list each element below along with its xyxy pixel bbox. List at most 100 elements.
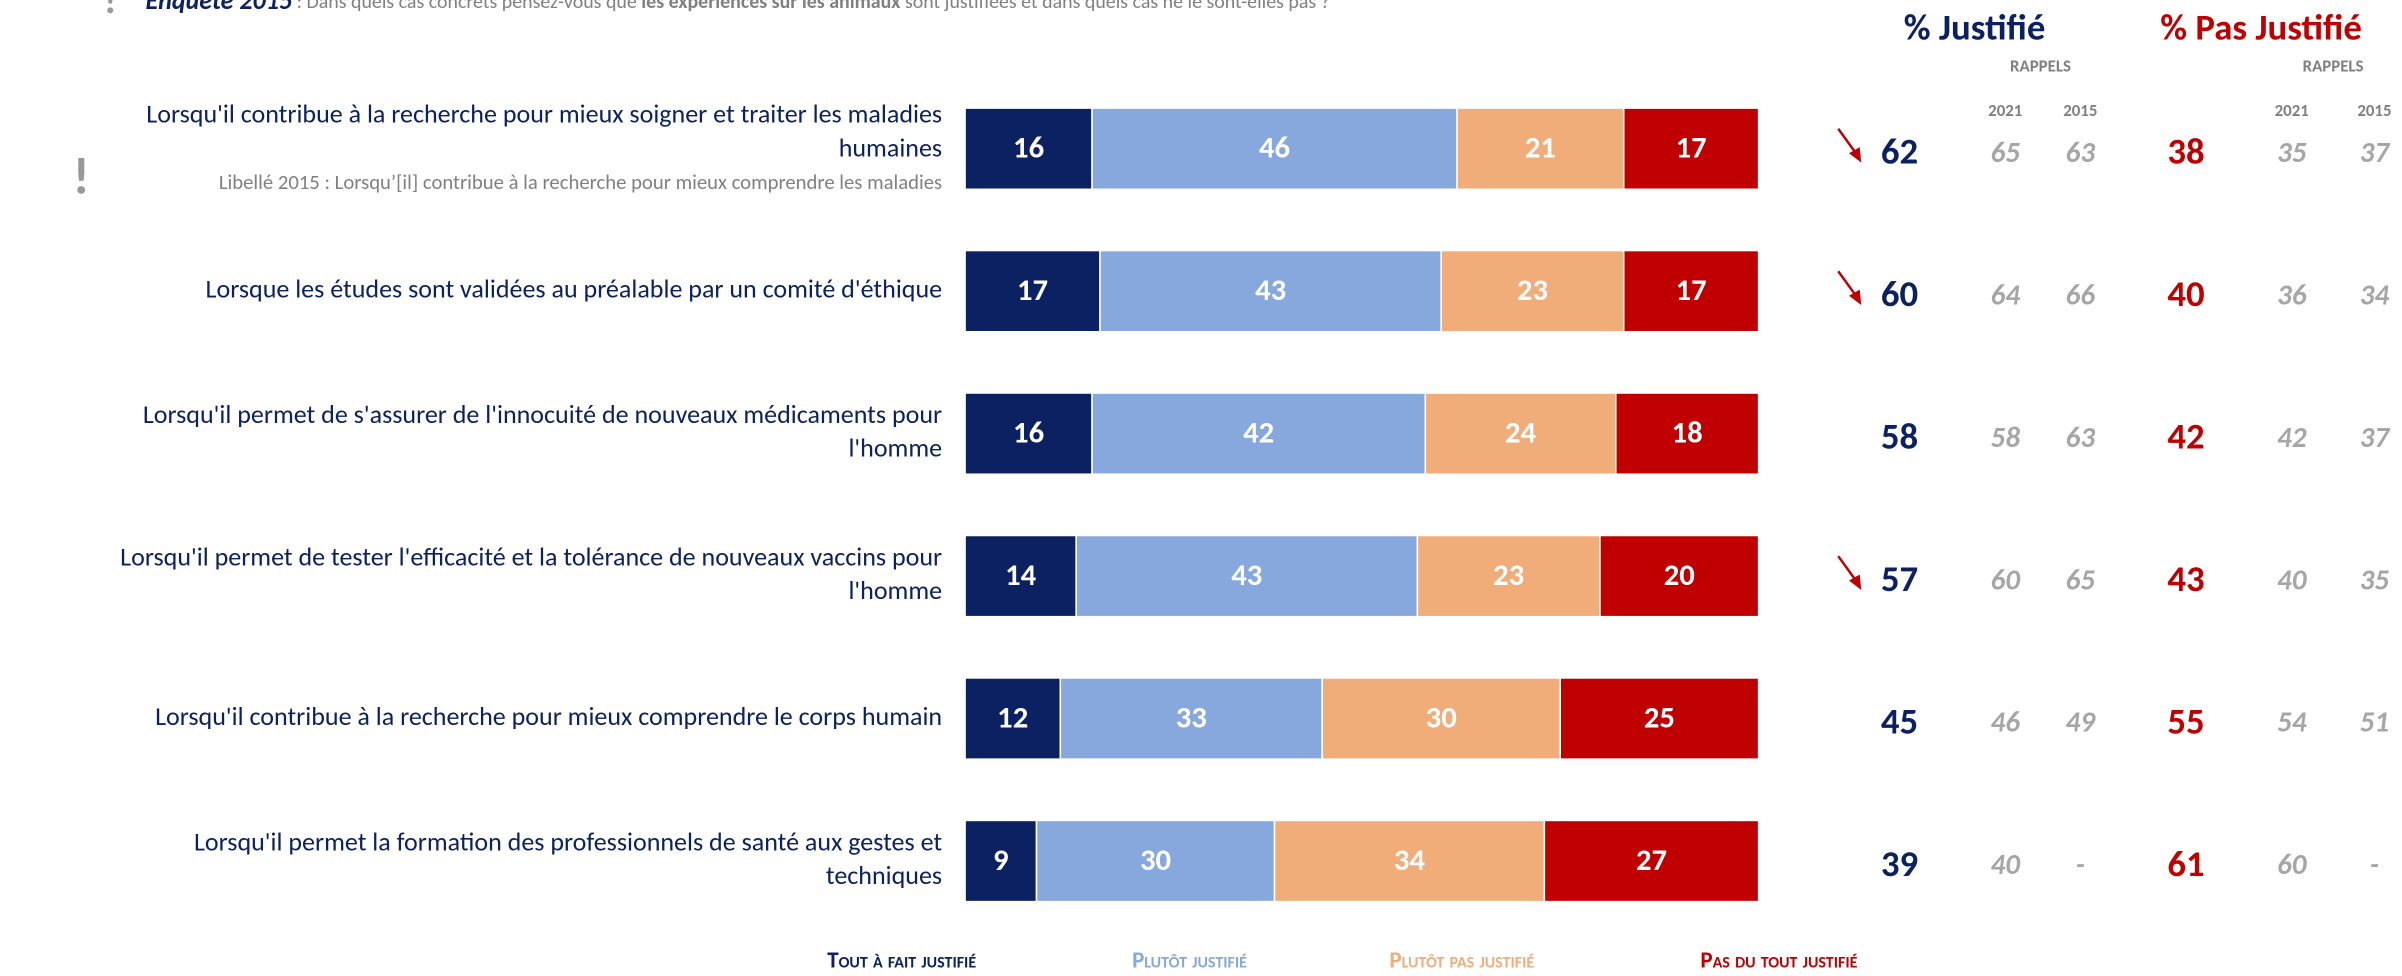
bar-segment <box>1416 534 1601 618</box>
trend-arrowhead <box>1848 147 1862 163</box>
recall-value: 60 <box>1990 561 2021 597</box>
category-label: l'homme <box>848 574 942 606</box>
category-note: Libellé 2015 : Lorsqu’[il] contribue à l… <box>219 169 942 195</box>
recall-value: 46 <box>1990 704 2020 740</box>
bar-segment <box>1091 107 1458 191</box>
data-label: 16 <box>1013 415 1044 452</box>
data-label: 24 <box>1505 415 1537 452</box>
legend-label: Pas du tout justifié <box>1700 947 1857 975</box>
data-label: 30 <box>1140 842 1171 879</box>
data-label: 20 <box>1664 557 1695 594</box>
data-label: 21 <box>1525 130 1556 167</box>
data-label: 18 <box>1672 415 1703 452</box>
recall-value: 37 <box>2360 134 2391 170</box>
legend-label: Plutôt justifié <box>1132 947 1247 975</box>
bar-segment <box>1599 534 1760 618</box>
summary-title: % Pas Justifié <box>2160 5 2362 50</box>
recall-value: 35 <box>2277 134 2307 170</box>
summary-value: 58 <box>1881 414 1918 459</box>
data-label: 25 <box>1644 700 1675 737</box>
data-label: 43 <box>1255 272 1286 309</box>
summary-value: 42 <box>2167 414 2204 459</box>
note-lead: Enquête 2015 <box>146 0 293 16</box>
recall-year: 2015 <box>2063 100 2097 121</box>
survey-note: Enquête 2015 : Dans quels cas concrets p… <box>146 0 1330 16</box>
data-label: 43 <box>1231 557 1262 594</box>
category-label: Lorsqu'il contribue à la recherche pour … <box>155 700 942 732</box>
note-part: les expériences sur les animaux <box>641 0 900 14</box>
data-label: 27 <box>1636 842 1667 879</box>
recall-value: 36 <box>2277 276 2307 312</box>
recall-value: - <box>2076 846 2085 882</box>
recall-value: 35 <box>2360 561 2390 597</box>
bar-segment <box>1622 249 1760 333</box>
recall-value: 66 <box>2066 276 2096 312</box>
recall-value: 40 <box>2277 561 2308 597</box>
category-label: Lorsqu'il permet la formation des profes… <box>194 825 942 857</box>
bar-segment <box>1321 677 1561 760</box>
data-label: 17 <box>1017 272 1048 309</box>
summary-title: % Justifié <box>1904 5 2046 50</box>
note-part: : Dans quels cas concrets pensez-vous qu… <box>292 0 641 14</box>
category-label: Lorsqu'il permet de s'assurer de l'innoc… <box>143 398 942 430</box>
summary-value: 60 <box>1881 271 1918 316</box>
bar-segment <box>1559 677 1760 760</box>
data-label: 30 <box>1426 700 1457 737</box>
bar-segment <box>1456 107 1625 191</box>
data-label: 12 <box>997 700 1028 737</box>
summary-value: 43 <box>2167 556 2204 601</box>
summary-value: 57 <box>1881 556 1918 601</box>
note-part: sont justifiées et dans quels cas ne le … <box>900 0 1329 14</box>
bar-segment <box>1273 819 1546 903</box>
recall-year: 2021 <box>2275 100 2309 121</box>
summary-value: 61 <box>2167 841 2204 886</box>
bar-segment <box>964 392 1093 475</box>
summary-value: 40 <box>2167 271 2204 316</box>
summary-value: 39 <box>1881 841 1918 886</box>
legend-label: Plutôt pas justifié <box>1389 947 1534 975</box>
recall-value: 63 <box>2066 419 2096 455</box>
data-label: 17 <box>1676 272 1707 309</box>
category-label: l'homme <box>848 432 942 464</box>
bar-segment <box>1035 819 1276 903</box>
recall-year: 2021 <box>1988 100 2022 121</box>
data-label: 17 <box>1676 130 1707 167</box>
alert-icon: ! <box>73 143 90 207</box>
summary-value: 45 <box>1881 699 1918 744</box>
summary-value: 62 <box>1881 129 1918 174</box>
recall-year: 2015 <box>2357 100 2391 121</box>
recall-value: 51 <box>2360 704 2390 740</box>
category-label: techniques <box>826 859 942 891</box>
category-label: Lorsqu'il contribue à la recherche pour … <box>146 98 942 130</box>
recall-value: 60 <box>2277 846 2308 882</box>
recall-value: 65 <box>1990 134 2020 170</box>
recall-value: 42 <box>2277 419 2307 455</box>
recall-header: RAPPELS <box>2303 56 2364 77</box>
bar-segment <box>964 534 1077 618</box>
bar-segment <box>964 677 1062 760</box>
bar-segment <box>1424 392 1617 475</box>
category-label: Lorsqu'il permet de tester l'efficacité … <box>120 540 942 572</box>
recall-value: 64 <box>1990 276 2020 312</box>
recall-value: 37 <box>2360 419 2391 455</box>
data-label: 16 <box>1013 130 1044 167</box>
trend-arrowhead <box>1848 574 1862 590</box>
summary-value: 38 <box>2167 129 2204 174</box>
recall-value: 40 <box>1990 846 2021 882</box>
bar-segment <box>1622 107 1760 191</box>
recall-value: 58 <box>1990 419 2020 455</box>
data-label: 42 <box>1243 415 1274 452</box>
recall-value: 49 <box>2066 704 2097 740</box>
legend-label: Tout à fait justifié <box>827 947 976 975</box>
recall-value: 54 <box>2277 704 2307 740</box>
category-label: humaines <box>839 131 942 163</box>
data-label: 23 <box>1517 272 1548 309</box>
recall-header: RAPPELS <box>2010 56 2071 77</box>
recall-value: 63 <box>2066 134 2096 170</box>
data-label: 14 <box>1005 557 1037 594</box>
bar-segment <box>1615 392 1760 475</box>
recall-value: - <box>2370 846 2379 882</box>
summary-value: 55 <box>2167 699 2204 744</box>
data-label: 34 <box>1394 842 1426 879</box>
